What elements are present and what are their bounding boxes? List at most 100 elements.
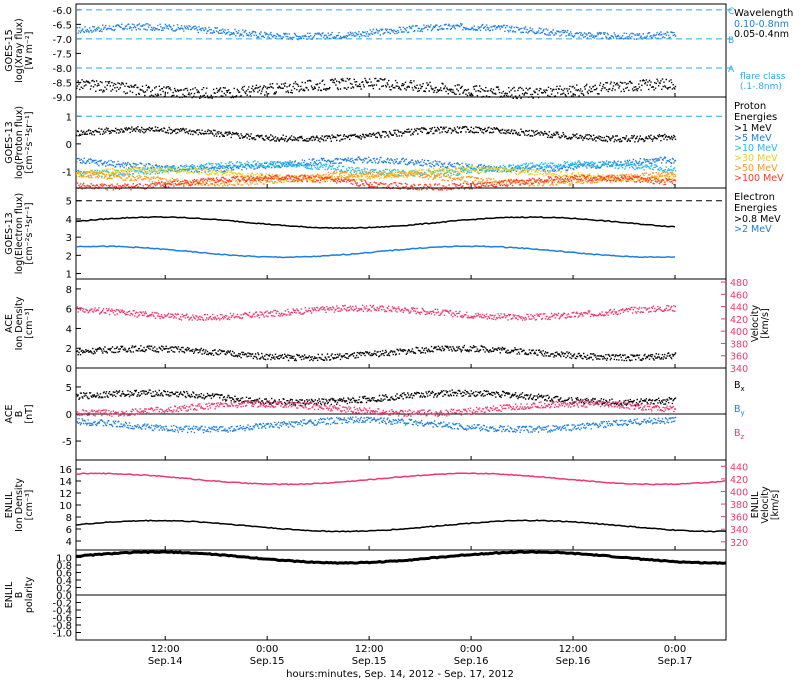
panel-frame: [75, 459, 727, 551]
y2-tick-label: 340: [730, 364, 748, 375]
y-axis-label: log(Proton flux): [14, 106, 25, 179]
y2-tick-label: 320: [730, 538, 748, 549]
y-tick-label: -8.0: [52, 64, 72, 75]
y-tick-label: 5: [66, 383, 72, 394]
y-tick-label: 0: [66, 410, 72, 421]
legend-entry: >2 MeV: [734, 224, 772, 235]
y-tick-label: 5: [66, 197, 72, 208]
y-axis-label: ENLIL: [4, 491, 15, 518]
y-tick-label: 6: [66, 305, 72, 316]
panel-frame: [75, 187, 727, 280]
series-points: [76, 23, 677, 41]
y-tick-label: 8: [66, 513, 72, 524]
series-points: [76, 344, 677, 362]
y2-tick-label: 340: [730, 525, 748, 536]
legend-subscript: x: [741, 385, 745, 393]
legend-entry: >1 MeV: [734, 123, 772, 134]
y-axis-label: Ion Density: [14, 296, 25, 350]
y-tick-label: 1: [66, 270, 72, 281]
y-tick-label: 4: [66, 537, 72, 548]
y-tick-label: -6.0: [52, 6, 72, 17]
series-line: [75, 245, 676, 259]
y2-tick-label: 380: [730, 339, 748, 350]
y-axis-label: [cm⁻³]: [24, 308, 35, 339]
x-tick-time: 12:00: [151, 644, 180, 655]
x-tick-date: Sep.16: [556, 656, 591, 667]
legend-entry: >50 MeV: [734, 163, 778, 174]
y-axis-label: [W m⁻²]: [24, 32, 35, 70]
y-tick-label: 2: [66, 344, 72, 355]
x-tick-date: Sep.15: [250, 656, 285, 667]
legend-entry: >0.8 MeV: [734, 214, 781, 225]
y-axis-label: [cm⁻²s⁻¹sr⁻¹]: [24, 111, 35, 173]
x-tick-time: 12:00: [559, 644, 588, 655]
series-line: [75, 215, 676, 230]
legend-entry: >10 MeV: [734, 143, 778, 154]
y2-tick-label: 400: [730, 487, 748, 498]
legend-entry: By: [734, 404, 745, 417]
y-axis-label: log(Xray flux): [14, 18, 25, 82]
series-points: [76, 170, 677, 187]
y2-tick-label: 420: [730, 475, 748, 486]
y-axis-label: GOES-13: [4, 121, 15, 163]
y2-axis-label: Velocity: [760, 486, 771, 524]
x-tick-time: 0:00: [460, 644, 482, 655]
y2-tick-label: 360: [730, 352, 748, 363]
y-tick-label: 0.0: [56, 591, 72, 602]
y-tick-label: 4: [66, 324, 72, 335]
flare-class-label: C: [728, 7, 734, 17]
y-tick-label: 4: [66, 215, 72, 226]
y2-tick-label: 380: [730, 500, 748, 511]
y2-tick-label: 440: [730, 462, 748, 473]
series-points: [76, 400, 677, 417]
y-tick-label: -1.0: [52, 629, 72, 640]
series-points: [76, 125, 677, 143]
legend-entry: Bz: [734, 428, 745, 441]
x-tick-time: 12:00: [355, 644, 384, 655]
y-tick-label: 8: [66, 285, 72, 296]
x-tick-date: Sep.17: [658, 656, 693, 667]
flare-class-annotation: flare class: [740, 72, 786, 82]
y-tick-label: 1: [66, 112, 72, 123]
x-tick-date: Sep.16: [454, 656, 489, 667]
y2-tick-label: 400: [730, 327, 748, 338]
y2-axis-label: Velocity: [750, 304, 761, 342]
y-axis-label: GOES-15: [4, 29, 15, 71]
flare-class-annotation: (.1-.8nm): [740, 82, 782, 92]
y-tick-label: 0.8: [56, 561, 72, 572]
y-axis-label: GOES-13: [4, 212, 15, 254]
legend-entry: >100 MeV: [734, 173, 784, 184]
y2-tick-label: 460: [730, 290, 748, 301]
panel-frame: [75, 278, 727, 369]
y-tick-label: 3: [66, 233, 72, 244]
y-axis-label: [nT]: [24, 404, 35, 423]
y-axis-label: B: [14, 592, 25, 599]
y-tick-label: 16: [59, 465, 72, 476]
series-line: [75, 550, 727, 565]
flare-class-label: B: [728, 36, 734, 46]
y-tick-label: -0.4: [52, 606, 72, 617]
legend-entry: 0.05-0.4nm: [734, 29, 789, 40]
y-axis-label: polarity: [24, 577, 35, 614]
x-tick-date: Sep.14: [148, 656, 183, 667]
y-tick-label: 0.4: [56, 576, 72, 587]
y2-axis-label: [km/s]: [760, 308, 771, 338]
flare-class-label: A: [728, 65, 735, 75]
y-tick-label: 0: [66, 140, 72, 151]
y2-tick-label: 420: [730, 315, 748, 326]
y2-axis-label: [km/s]: [770, 490, 781, 520]
y-tick-label: -7.0: [52, 35, 72, 46]
y-axis-label: ENLIL: [4, 581, 15, 608]
legend-entry: >30 MeV: [734, 153, 778, 164]
y-axis-label: [cm⁻²s⁻¹sr⁻¹]: [24, 202, 35, 264]
y-axis-label: log(Electron flux): [14, 193, 25, 275]
y-tick-label: 6: [66, 525, 72, 536]
y-tick-label: -1: [62, 167, 72, 178]
y-axis-label: ACE: [4, 405, 15, 424]
series-line: [75, 472, 726, 486]
series-line: [75, 519, 727, 533]
y-tick-label: 0.2: [56, 584, 72, 595]
y-tick-label: -8.5: [52, 78, 72, 89]
legend-title: Energies: [734, 203, 777, 214]
